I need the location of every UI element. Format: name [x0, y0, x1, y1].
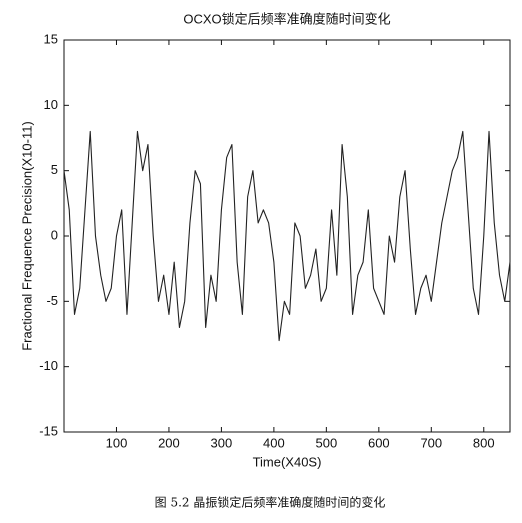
y-tick-label: 10	[44, 97, 58, 112]
plot-frame	[63, 39, 511, 433]
x-tick-label: 300	[211, 435, 233, 450]
x-tick-label: 400	[263, 435, 285, 450]
y-tick-label: 5	[51, 162, 58, 177]
y-tick-label: -15	[39, 423, 58, 438]
x-tick-label: 200	[158, 435, 180, 450]
data-line	[63, 130, 511, 342]
chart-title: OCXO锁定后频率准确度随时间变化	[183, 11, 390, 26]
x-tick-label: 800	[473, 435, 495, 450]
y-tick-label: -5	[46, 293, 58, 308]
y-tick-label: 0	[51, 227, 58, 242]
x-tick-label: 700	[420, 435, 442, 450]
y-tick-label: 15	[44, 31, 58, 46]
x-tick-label: 500	[316, 435, 338, 450]
caption: 图 5.2 晶振锁定后频率准确度随时间的变化	[155, 495, 386, 510]
y-tick-label: -10	[39, 358, 58, 373]
x-axis-label: Time(X40S)	[253, 454, 322, 469]
x-tick-label: 600	[368, 435, 390, 450]
y-axis-label: Fractional Frequence Precision(X10-11)	[19, 121, 34, 351]
x-tick-label: 100	[106, 435, 128, 450]
